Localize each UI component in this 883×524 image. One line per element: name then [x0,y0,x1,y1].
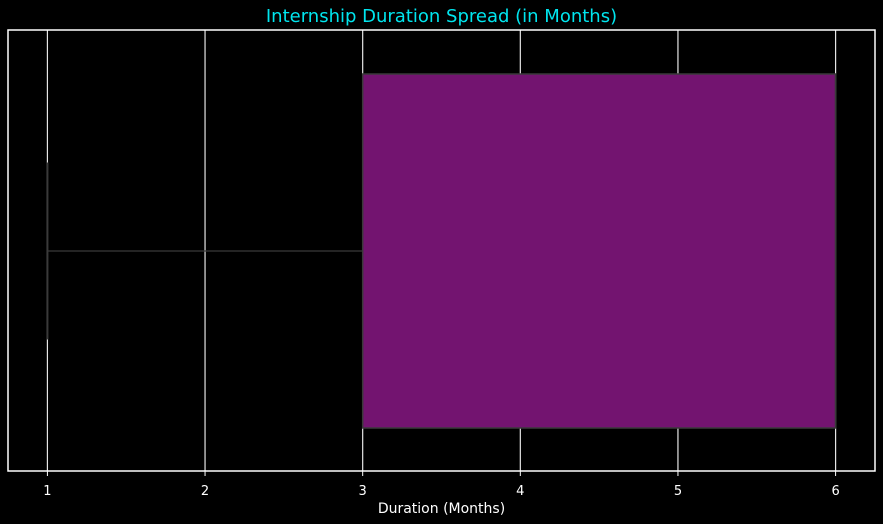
iqr-box [361,73,837,429]
x-tick-label-1: 1 [43,484,51,499]
plot-frame [7,29,876,472]
x-tick-label-3: 3 [359,484,367,499]
box-group [46,73,837,429]
x-tick-label-2: 2 [201,484,209,499]
x-tick-labels: 1 2 3 4 5 6 [43,471,840,499]
x-tick-label-4: 4 [516,484,524,499]
x-axis-label: Duration (Months) [378,501,505,517]
chart-title: Internship Duration Spread (in Months) [266,6,617,27]
x-tick-label-5: 5 [674,484,682,499]
x-tick-label-6: 6 [831,484,839,499]
